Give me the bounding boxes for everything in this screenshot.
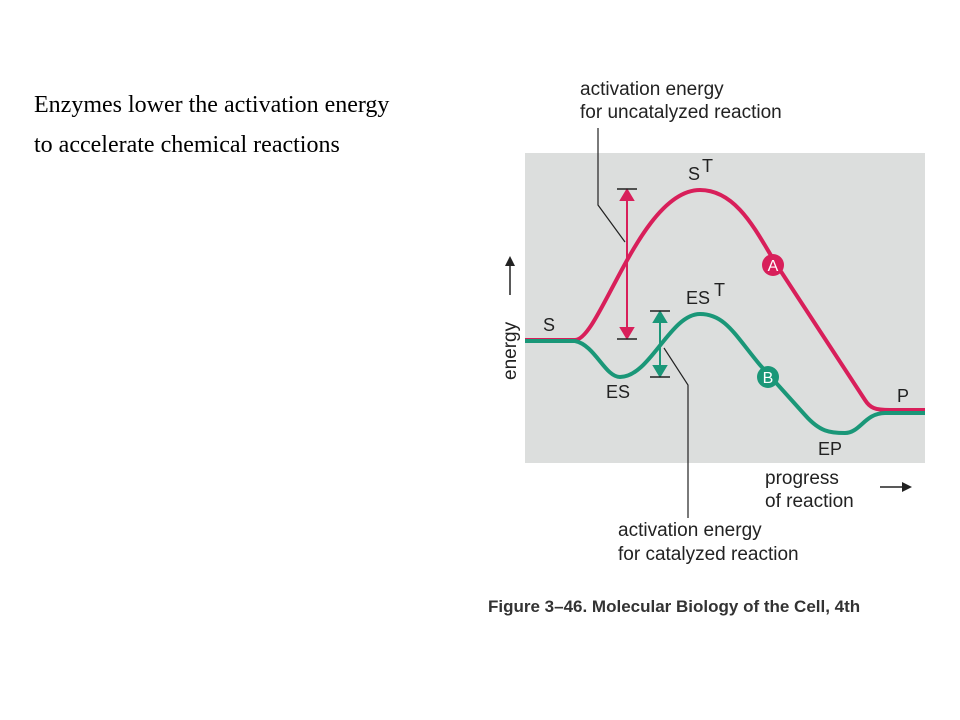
node-sup: T — [702, 156, 713, 176]
uncatalyzed-label: for uncatalyzed reaction — [580, 102, 782, 123]
node-label: EP — [818, 439, 842, 459]
node-label: S — [688, 164, 700, 184]
plot-background — [525, 153, 925, 463]
x-axis-arrow — [880, 482, 912, 492]
figure-caption: Figure 3–46. Molecular Biology of the Ce… — [488, 597, 860, 616]
title-line: Enzymes lower the activation energy — [34, 92, 389, 118]
catalyzed-arrow — [652, 310, 668, 378]
y-axis-arrow — [505, 256, 515, 295]
catalyzed-label: activation energy — [618, 520, 762, 541]
curve-marker — [757, 366, 779, 388]
uncatalyzed-curve — [525, 187, 925, 412]
curve-label: B — [763, 370, 774, 387]
title-line: to accelerate chemical reactions — [34, 132, 340, 158]
node-sup: T — [714, 280, 725, 300]
y-axis-label: energy — [500, 321, 521, 380]
node-label: ES — [606, 382, 630, 402]
x-axis-label: progress — [765, 468, 839, 489]
uncatalyzed-arrow — [619, 188, 635, 340]
node-label: S — [543, 315, 555, 335]
curve-marker — [762, 254, 784, 276]
leader-line — [663, 347, 689, 518]
uncatalyzed-label: activation energy — [580, 79, 724, 100]
catalyzed-label: for catalyzed reaction — [618, 544, 799, 565]
x-axis-label: of reaction — [765, 491, 854, 512]
node-label: P — [897, 386, 909, 406]
curve-label: A — [768, 258, 779, 275]
node-label: ES — [686, 288, 710, 308]
catalyzed-curve — [525, 311, 925, 436]
leader-line — [597, 128, 626, 243]
